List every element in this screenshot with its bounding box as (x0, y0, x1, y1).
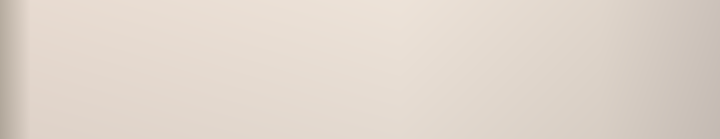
Text: $f(x) = \dfrac{10x-6}{5x^2-13x+6}$: $f(x) = \dfrac{10x-6}{5x^2-13x+6}$ (297, 65, 440, 101)
Text: $f(x) = \dfrac{18x^2-50}{x-9}$: $f(x) = \dfrac{18x^2-50}{x-9}$ (112, 65, 229, 101)
Text: $f(x) = \dfrac{5x^2-42x+49}{10x^2-14x}$: $f(x) = \dfrac{5x^2-42x+49}{10x^2-14x}$ (475, 64, 628, 102)
Text: Find all horizontal asymptotes of the following function.: Find all horizontal asymptotes of the fo… (130, 36, 485, 49)
Text: 72.: 72. (100, 36, 122, 49)
